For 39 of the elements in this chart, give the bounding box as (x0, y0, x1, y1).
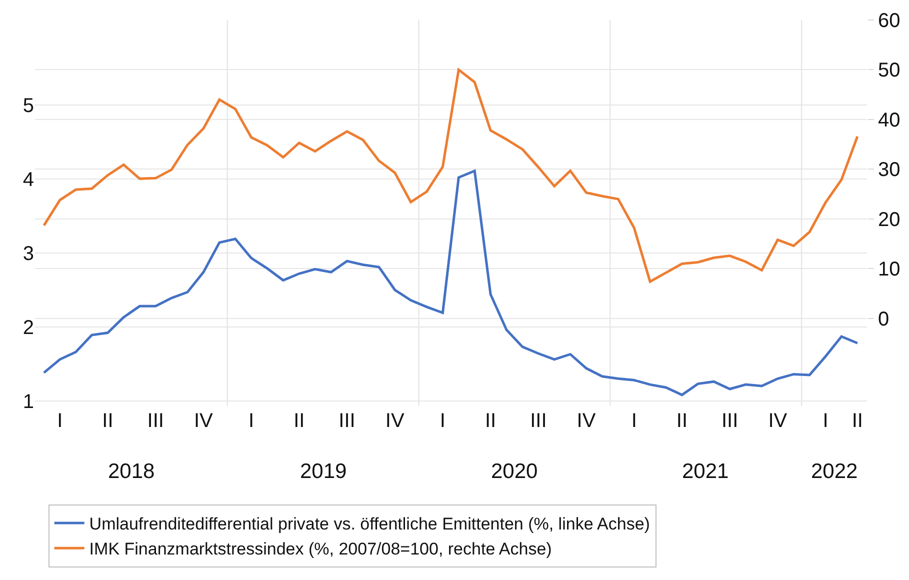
line-series (42, 68, 859, 283)
x-tick-label: II (102, 410, 114, 432)
x-tick-label: II (484, 410, 496, 432)
legend-label: Umlaufrenditedifferential private vs. öffentliche Emittenten (%, linke Achse) (89, 514, 650, 534)
y2-tick-label: 10 (878, 258, 900, 281)
y-tick-label: 4 (22, 168, 34, 191)
x2-tick-label: 2019 (300, 460, 347, 483)
x-tick-label: III (338, 410, 356, 432)
x-tick-label: I (248, 410, 254, 432)
x2-tick-label: 2018 (108, 460, 155, 483)
x-tick-label: IV (194, 410, 214, 432)
y-tick-label: 2 (22, 316, 34, 339)
y2-tick-label: 20 (878, 208, 900, 231)
y2-tick-label: 40 (878, 109, 900, 132)
x-tick-label: II (294, 410, 305, 432)
x2-tick-label: 2021 (682, 460, 729, 483)
y-tick-label: 5 (22, 95, 34, 118)
y2-tick-label: 0 (878, 308, 890, 330)
x-tick-label: IV (385, 410, 405, 432)
y-tick-label: 1 (22, 390, 34, 413)
x2-tick-label: 2020 (491, 460, 538, 483)
x-tick-label: II (852, 410, 863, 432)
x-tick-label: I (631, 410, 637, 432)
y-tick-label: 3 (22, 242, 34, 265)
x-tick-label: II (676, 410, 688, 432)
x-tick-label: I (440, 410, 446, 432)
line-series (42, 170, 859, 396)
y2-tick-label: 50 (878, 60, 900, 82)
x2-tick-label: 2022 (811, 460, 858, 483)
x-tick-label: I (822, 410, 828, 432)
y2-tick-label: 60 (878, 10, 900, 32)
x-tick-label: IV (576, 410, 596, 432)
x-tick-label: III (530, 410, 547, 432)
x-tick-label: I (57, 410, 63, 432)
x-tick-label: III (721, 410, 738, 432)
x-tick-label: IV (768, 410, 788, 432)
legend-label: IMK Finanzmarktstressindex (%, 2007/08=100, rechte Achse) (89, 540, 552, 559)
x-tick-label: III (147, 410, 164, 432)
y2-tick-label: 30 (878, 159, 900, 182)
